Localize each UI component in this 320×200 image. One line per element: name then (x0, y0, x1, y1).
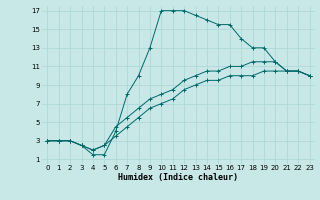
X-axis label: Humidex (Indice chaleur): Humidex (Indice chaleur) (118, 173, 238, 182)
